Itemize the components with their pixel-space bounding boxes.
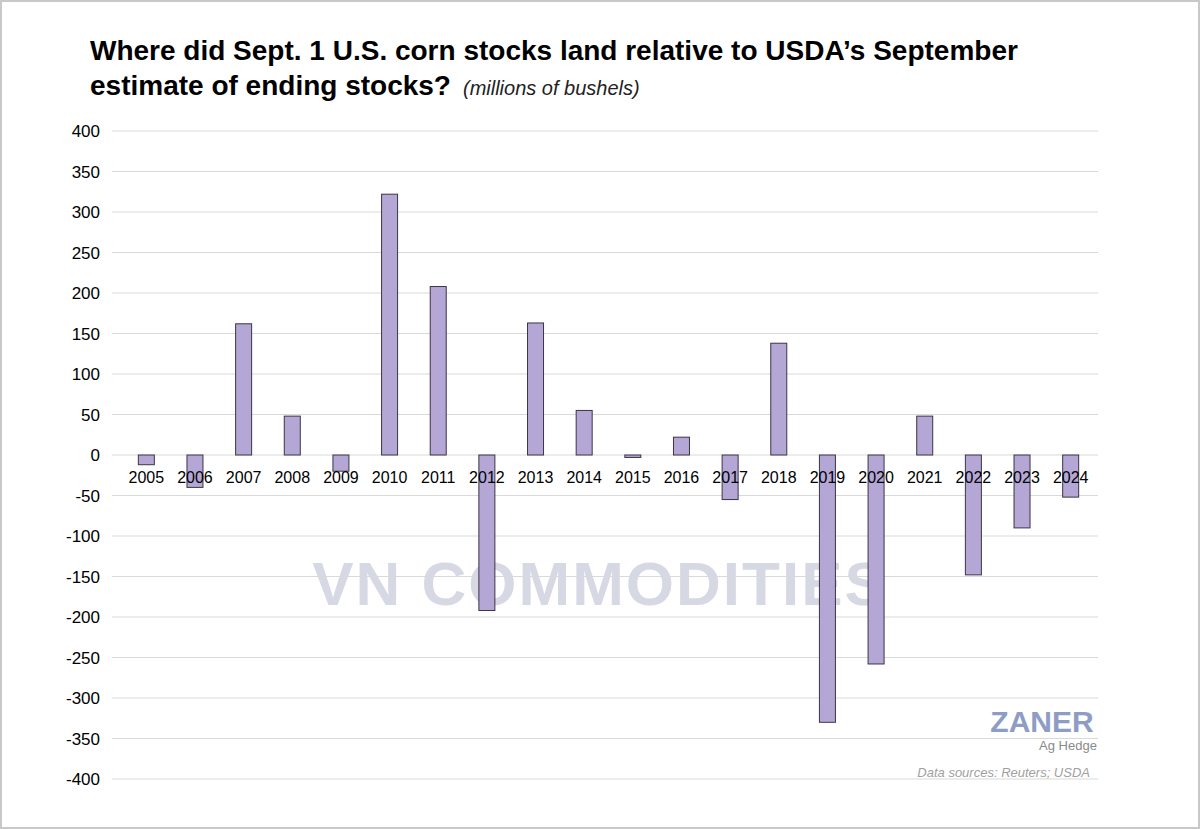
grid-line: [112, 171, 1098, 172]
subtitle: (millions of bushels): [463, 77, 640, 99]
x-tick-label: 2018: [761, 469, 797, 486]
y-tick-label: 350: [72, 163, 100, 182]
bar: [576, 410, 592, 455]
title-line: Where did Sept. 1 U.S. corn stocks land …: [90, 35, 1018, 66]
y-tick-label: -200: [66, 608, 100, 627]
watermark: VN COMMODITIES: [312, 549, 888, 618]
grid-line: [112, 576, 1098, 577]
x-tick-label: 2016: [664, 469, 700, 486]
bar: [382, 194, 398, 455]
brand-sub: Ag Hedge: [1039, 738, 1097, 753]
x-tick-label: 2021: [907, 469, 943, 486]
bar: [771, 343, 787, 455]
grid-line: [112, 617, 1098, 618]
y-tick-label: -250: [66, 649, 100, 668]
x-tick-label: 2019: [810, 469, 846, 486]
title: Where did Sept. 1 U.S. corn stocks land …: [90, 35, 1018, 101]
x-tick-label: 2005: [129, 469, 165, 486]
bar: [430, 287, 446, 455]
x-tick-label: 2012: [469, 469, 505, 486]
bars: [138, 194, 1078, 722]
y-tick-label: -100: [66, 527, 100, 546]
bar: [673, 437, 689, 455]
x-tick-label: 2013: [518, 469, 554, 486]
grid-line: [112, 252, 1098, 253]
x-tick-label: 2020: [858, 469, 894, 486]
x-tick-label: 2023: [1004, 469, 1040, 486]
y-tick-label: 200: [72, 284, 100, 303]
bar: [819, 455, 835, 722]
x-tick-label: 2010: [372, 469, 408, 486]
x-tick-label: 2024: [1053, 469, 1089, 486]
source: Data sources: Reuters; USDA: [917, 765, 1090, 780]
chart: Where did Sept. 1 U.S. corn stocks land …: [0, 0, 1200, 829]
x-tick-label: 2007: [226, 469, 262, 486]
x-tick-label: 2014: [566, 469, 602, 486]
x-tick-label: 2006: [177, 469, 213, 486]
frame: [1, 1, 1199, 828]
bar: [236, 324, 252, 455]
grid-line: [112, 657, 1098, 658]
bar: [1014, 455, 1030, 528]
y-tick-label: 250: [72, 244, 100, 263]
y-tick-label: 50: [81, 406, 100, 425]
grid-line: [112, 212, 1098, 213]
title-line: estimate of ending stocks?: [90, 70, 451, 101]
bar: [625, 455, 641, 457]
y-tick-label: -300: [66, 689, 100, 708]
y-tick-label: 400: [72, 122, 100, 141]
grid-line: [112, 131, 1098, 132]
grid-line: [112, 374, 1098, 375]
x-tick-label: 2015: [615, 469, 651, 486]
bar: [284, 416, 300, 455]
x-tick-label: 2011: [421, 469, 456, 486]
brand: ZANER: [990, 705, 1094, 738]
x-tick-label: 2008: [274, 469, 310, 486]
y-tick-label: 300: [72, 203, 100, 222]
grid-line: [112, 293, 1098, 294]
x-tick-label: 2009: [323, 469, 359, 486]
bar: [868, 455, 884, 664]
bar: [917, 416, 933, 455]
y-tick-label: -150: [66, 568, 100, 587]
bar: [138, 455, 154, 465]
y-tick-label: 0: [91, 446, 100, 465]
grid-line: [112, 414, 1098, 415]
bar: [528, 323, 544, 455]
y-tick-label: -50: [75, 487, 100, 506]
x-tick-label: 2022: [956, 469, 992, 486]
grid-line: [112, 455, 1098, 456]
y-tick-label: 100: [72, 365, 100, 384]
grid-line: [112, 738, 1098, 739]
y-tick-label: -400: [66, 770, 100, 789]
grid-line: [112, 333, 1098, 334]
y-tick-label: 150: [72, 325, 100, 344]
grid-line: [112, 495, 1098, 496]
grid-line: [112, 698, 1098, 699]
grid-line: [112, 536, 1098, 537]
y-tick-label: -350: [66, 730, 100, 749]
x-tick-label: 2017: [712, 469, 748, 486]
